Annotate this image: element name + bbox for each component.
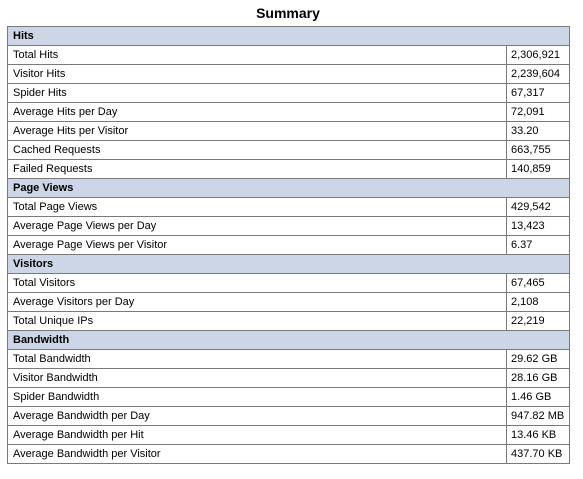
row-value: 13,423 [506,216,570,236]
table-row: Average Bandwidth per Visitor 437.70 KB [7,444,570,464]
row-value: 33.20 [506,121,570,141]
row-label: Average Page Views per Visitor [7,235,507,255]
section-heading: Visitors [7,254,570,274]
row-value: 28.16 GB [506,368,570,388]
table-row: Spider Hits 67,317 [7,83,570,103]
row-label: Total Unique IPs [7,311,507,331]
row-value: 2,306,921 [506,45,570,65]
row-value: 1.46 GB [506,387,570,407]
row-label: Average Visitors per Day [7,292,507,312]
row-label: Total Visitors [7,273,507,293]
row-value: 437.70 KB [506,444,570,464]
summary-table: Hits Total Hits 2,306,921 Visitor Hits 2… [7,26,570,464]
row-value: 67,465 [506,273,570,293]
table-row: Visitor Bandwidth 28.16 GB [7,368,570,388]
table-row: Average Page Views per Visitor 6.37 [7,235,570,255]
table-row: Total Page Views 429,542 [7,197,570,217]
row-label: Visitor Hits [7,64,507,84]
section-header-bandwidth: Bandwidth [7,330,570,350]
table-row: Cached Requests 663,755 [7,140,570,160]
row-label: Average Bandwidth per Hit [7,425,507,445]
row-label: Spider Hits [7,83,507,103]
row-label: Spider Bandwidth [7,387,507,407]
section-header-page-views: Page Views [7,178,570,198]
table-row: Average Visitors per Day 2,108 [7,292,570,312]
row-label: Failed Requests [7,159,507,179]
table-row: Average Hits per Day 72,091 [7,102,570,122]
table-row: Spider Bandwidth 1.46 GB [7,387,570,407]
row-value: 67,317 [506,83,570,103]
row-value: 13.46 KB [506,425,570,445]
row-value: 2,108 [506,292,570,312]
row-value: 6.37 [506,235,570,255]
table-row: Average Bandwidth per Day 947.82 MB [7,406,570,426]
table-row: Average Page Views per Day 13,423 [7,216,570,236]
table-row: Total Hits 2,306,921 [7,45,570,65]
section-header-hits: Hits [7,26,570,46]
row-label: Total Bandwidth [7,349,507,369]
row-label: Average Bandwidth per Day [7,406,507,426]
row-label: Cached Requests [7,140,507,160]
row-label: Average Hits per Day [7,102,507,122]
row-label: Average Bandwidth per Visitor [7,444,507,464]
row-label: Average Page Views per Day [7,216,507,236]
row-label: Total Page Views [7,197,507,217]
page-title: Summary [256,5,320,21]
table-row: Total Bandwidth 29.62 GB [7,349,570,369]
row-value: 663,755 [506,140,570,160]
table-row: Visitor Hits 2,239,604 [7,64,570,84]
row-value: 72,091 [506,102,570,122]
row-value: 140,859 [506,159,570,179]
row-label: Visitor Bandwidth [7,368,507,388]
row-value: 429,542 [506,197,570,217]
row-label: Average Hits per Visitor [7,121,507,141]
section-heading: Hits [7,26,570,46]
table-row: Average Hits per Visitor 33.20 [7,121,570,141]
table-row: Failed Requests 140,859 [7,159,570,179]
table-row: Total Unique IPs 22,219 [7,311,570,331]
row-label: Total Hits [7,45,507,65]
section-heading: Page Views [7,178,570,198]
table-row: Average Bandwidth per Hit 13.46 KB [7,425,570,445]
table-row: Total Visitors 67,465 [7,273,570,293]
row-value: 22,219 [506,311,570,331]
row-value: 29.62 GB [506,349,570,369]
row-value: 2,239,604 [506,64,570,84]
section-header-visitors: Visitors [7,254,570,274]
row-value: 947.82 MB [506,406,570,426]
section-heading: Bandwidth [7,330,570,350]
